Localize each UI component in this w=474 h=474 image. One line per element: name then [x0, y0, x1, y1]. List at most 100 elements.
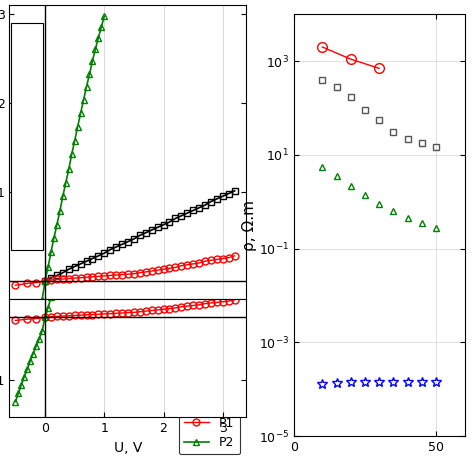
P1 — [208, 257, 214, 263]
P2 — [63, 180, 69, 186]
C2 — [107, 247, 113, 253]
C2 — [143, 230, 148, 236]
P1 — [191, 261, 196, 267]
P1 — [167, 265, 173, 271]
C2 — [191, 208, 196, 213]
P2 — [60, 193, 65, 199]
P2 — [36, 309, 42, 315]
P1 — [161, 266, 166, 272]
Legend: C2, P1, P2: C2, P1, P2 — [179, 392, 240, 454]
P1 — [66, 276, 72, 282]
C2 — [178, 213, 184, 219]
C2 — [125, 239, 131, 245]
P2 — [78, 110, 83, 116]
C2 — [184, 210, 190, 216]
P2 — [54, 222, 60, 228]
C2 — [72, 264, 78, 269]
C2 — [196, 205, 202, 210]
P2 — [81, 97, 86, 103]
P1 — [101, 273, 107, 279]
C2 — [60, 270, 65, 276]
C2 — [137, 233, 143, 238]
P2 — [39, 298, 45, 303]
P1 — [173, 264, 178, 270]
C2 — [161, 222, 166, 228]
P1 — [232, 253, 237, 259]
P2 — [92, 46, 98, 52]
P2 — [101, 13, 107, 19]
P1 — [178, 263, 184, 268]
P1 — [119, 272, 125, 277]
P1 — [78, 275, 83, 281]
C2 — [101, 250, 107, 256]
P2 — [21, 363, 27, 368]
C2 — [83, 258, 89, 264]
P2 — [83, 84, 89, 90]
C2 — [226, 191, 232, 196]
P1 — [12, 283, 18, 288]
P2 — [45, 264, 51, 270]
C2 — [42, 278, 48, 283]
Line: P1: P1 — [12, 252, 238, 289]
P1 — [33, 280, 39, 285]
P1 — [25, 281, 30, 286]
C2 — [214, 196, 220, 202]
Line: C2: C2 — [42, 188, 237, 283]
P1 — [83, 274, 89, 280]
P1 — [214, 256, 220, 262]
P1 — [54, 277, 60, 283]
P1 — [131, 271, 137, 276]
P2 — [16, 387, 21, 392]
P2 — [90, 58, 95, 64]
P2 — [66, 167, 72, 173]
Line: P2: P2 — [12, 13, 108, 404]
P2 — [27, 340, 33, 346]
P1 — [107, 273, 113, 278]
P2 — [75, 124, 81, 129]
C2 — [90, 255, 95, 261]
C2 — [54, 273, 60, 278]
P2 — [48, 249, 54, 255]
P1 — [42, 278, 48, 283]
P2 — [72, 138, 78, 144]
P1 — [143, 269, 148, 275]
C2 — [155, 225, 160, 230]
P2 — [96, 35, 101, 41]
C2 — [96, 253, 101, 259]
C2 — [48, 275, 54, 281]
Bar — [10, 23, 43, 250]
P1 — [196, 260, 202, 266]
P1 — [202, 258, 208, 264]
P2 — [57, 209, 63, 214]
C2 — [232, 188, 237, 194]
P2 — [42, 278, 48, 283]
P2 — [30, 329, 36, 335]
P1 — [48, 277, 54, 283]
P2 — [33, 319, 39, 325]
C2 — [220, 193, 226, 199]
C2 — [131, 236, 137, 242]
C2 — [66, 266, 72, 272]
P2 — [25, 352, 30, 357]
P1 — [155, 267, 160, 273]
C2 — [149, 227, 155, 233]
P2 — [99, 24, 104, 30]
C2 — [202, 202, 208, 208]
P1 — [72, 275, 78, 281]
P2 — [18, 374, 24, 380]
P2 — [87, 72, 92, 77]
P1 — [149, 268, 155, 274]
C2 — [173, 216, 178, 221]
P2 — [69, 152, 74, 157]
C2 — [208, 199, 214, 204]
C2 — [167, 219, 173, 225]
P2 — [51, 235, 57, 241]
P1 — [113, 272, 119, 278]
P1 — [90, 274, 95, 280]
P1 — [96, 273, 101, 279]
P1 — [137, 270, 143, 276]
C2 — [78, 261, 83, 267]
C2 — [119, 241, 125, 247]
X-axis label: U, V: U, V — [114, 440, 142, 455]
P1 — [60, 276, 65, 282]
